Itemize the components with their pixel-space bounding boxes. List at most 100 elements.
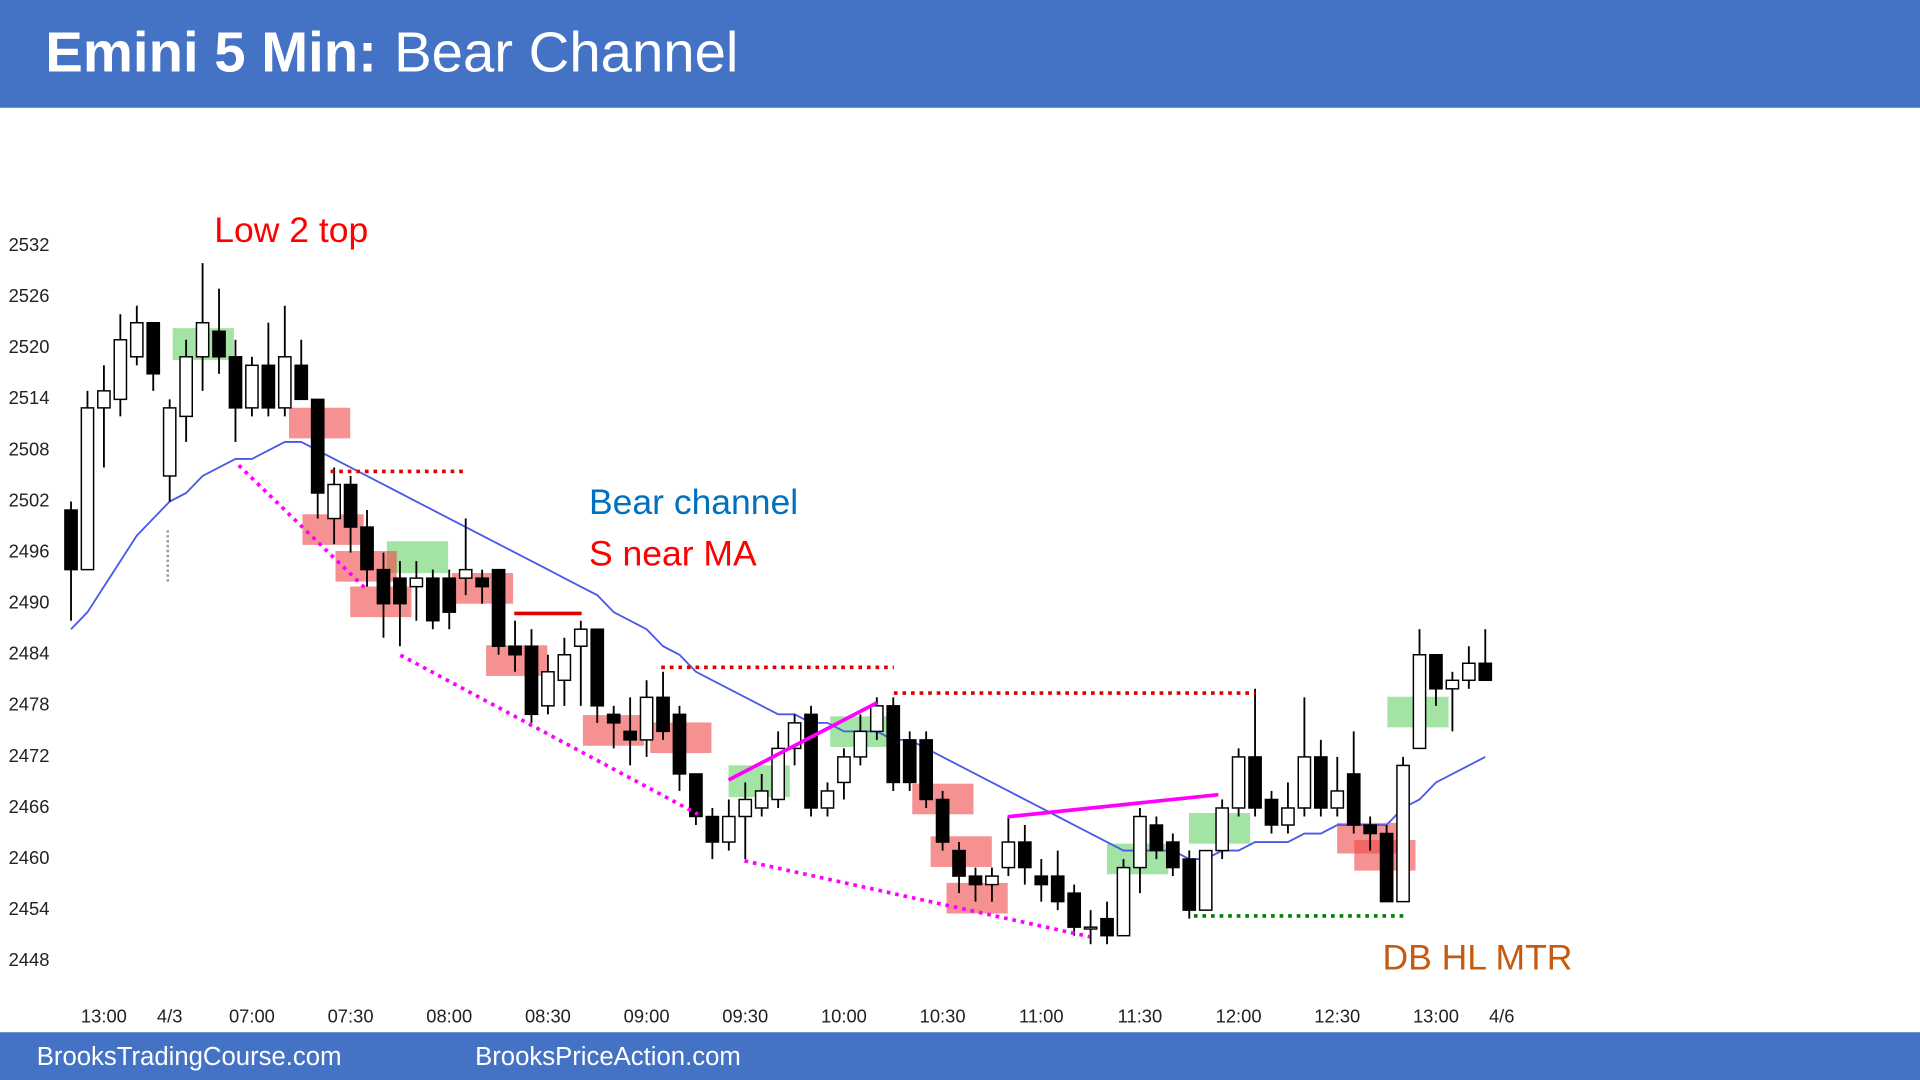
trend-line	[727, 701, 878, 782]
candle-body	[524, 645, 539, 716]
y-tick-label: 2532	[9, 234, 50, 255]
candle-body	[327, 483, 341, 520]
y-tick-label: 2472	[9, 745, 50, 766]
y-tick-label: 2484	[9, 643, 50, 664]
candle-body	[475, 577, 489, 588]
candle-body	[1116, 866, 1131, 937]
y-tick-label: 2502	[9, 489, 50, 510]
title-text: Bear Channel	[394, 20, 738, 83]
candle-body	[1346, 773, 1361, 826]
candle-body	[902, 739, 917, 784]
candle-body	[1363, 824, 1378, 835]
x-tick-label: 08:30	[525, 1005, 571, 1026]
candle-body	[541, 671, 555, 707]
x-tick-label: 12:00	[1216, 1005, 1262, 1026]
y-tick-label: 2448	[9, 949, 50, 970]
footer-text: BrooksTradingCourse.com	[37, 1043, 342, 1071]
candle-body	[672, 713, 687, 775]
drawn-lines	[166, 463, 1406, 939]
candle-body	[212, 330, 226, 358]
y-tick-label: 2490	[9, 592, 50, 613]
candle-body	[606, 713, 621, 724]
candle-body	[425, 577, 440, 622]
candle-body	[919, 739, 934, 801]
x-tick-label: 13:00	[1413, 1005, 1459, 1026]
candle-body	[573, 628, 588, 647]
y-tick-label: 2496	[9, 540, 50, 561]
candle-body	[557, 654, 572, 682]
candle-body	[1264, 798, 1279, 826]
trend-line	[1007, 792, 1219, 819]
candle-body	[343, 483, 358, 528]
candle-body	[1445, 679, 1460, 690]
candle-body	[310, 398, 325, 494]
candle-body	[985, 875, 999, 886]
x-tick-label: 10:30	[920, 1005, 966, 1026]
annotation: Bear channel	[589, 482, 798, 522]
footer-text: BrooksPriceAction.com	[475, 1043, 741, 1071]
annotation: DB HL MTR	[1382, 937, 1572, 977]
candle-body	[1478, 662, 1493, 682]
candle-body	[442, 577, 457, 613]
channel-line	[744, 859, 1091, 939]
moving-average	[70, 441, 1486, 860]
candle-body	[64, 509, 78, 571]
candle-body	[1281, 807, 1295, 826]
annotation: S near MA	[589, 533, 757, 573]
candle-body	[1133, 815, 1147, 869]
candle-body	[869, 705, 884, 733]
candle-body	[1412, 654, 1427, 750]
candles	[64, 263, 1493, 945]
y-tick-label: 2520	[9, 336, 50, 357]
candle-body	[1297, 756, 1312, 809]
candle-body	[1050, 875, 1065, 903]
y-tick-label: 2508	[9, 438, 50, 459]
candle-body	[804, 713, 818, 809]
x-tick-label: 4/6	[1489, 1005, 1515, 1026]
candle-body	[705, 815, 720, 843]
candle-body	[508, 645, 522, 656]
candle-body	[952, 849, 966, 877]
footer-bar	[0, 1032, 1920, 1080]
x-tick-label: 11:00	[1019, 1005, 1064, 1026]
candle-body	[656, 696, 670, 733]
candle-body	[886, 705, 901, 784]
candle-body	[491, 568, 506, 647]
candle-body	[590, 628, 605, 707]
candle-body	[129, 322, 144, 358]
candle-body	[1215, 807, 1230, 852]
candle-body	[935, 798, 950, 843]
y-tick-label: 2460	[9, 847, 50, 868]
candle-body	[721, 815, 736, 843]
candle-body	[1198, 849, 1213, 911]
candle-body	[771, 747, 786, 801]
x-tick-label: 12:30	[1314, 1005, 1360, 1026]
x-tick-label: 4/3	[157, 1005, 183, 1026]
candle-body	[409, 577, 424, 588]
y-tick-label: 2454	[9, 898, 50, 919]
candle-body	[1067, 892, 1082, 928]
x-tick-label: 09:00	[624, 1005, 670, 1026]
candle-body	[195, 322, 210, 358]
candle-body	[1231, 756, 1246, 809]
candle-body	[97, 390, 111, 409]
candle-body	[80, 407, 95, 571]
annotation: Low 2 top	[214, 210, 368, 250]
y-tick-label: 2466	[9, 796, 50, 817]
y-tick-label: 2478	[9, 694, 50, 715]
candle-body	[1149, 824, 1164, 852]
x-tick-label: 07:00	[229, 1005, 275, 1026]
candle-body	[837, 756, 851, 784]
x-tick-label: 11:30	[1118, 1005, 1163, 1026]
candle-body	[1330, 790, 1345, 809]
candle-body	[1100, 917, 1114, 937]
candle-body	[1182, 858, 1197, 911]
candle-body	[1313, 756, 1328, 809]
candle-body	[1034, 875, 1049, 886]
candle-body	[1083, 926, 1098, 930]
candle-body	[820, 790, 835, 809]
candle-body	[1396, 764, 1410, 903]
highlight	[386, 541, 449, 574]
candle-body	[1165, 841, 1180, 869]
